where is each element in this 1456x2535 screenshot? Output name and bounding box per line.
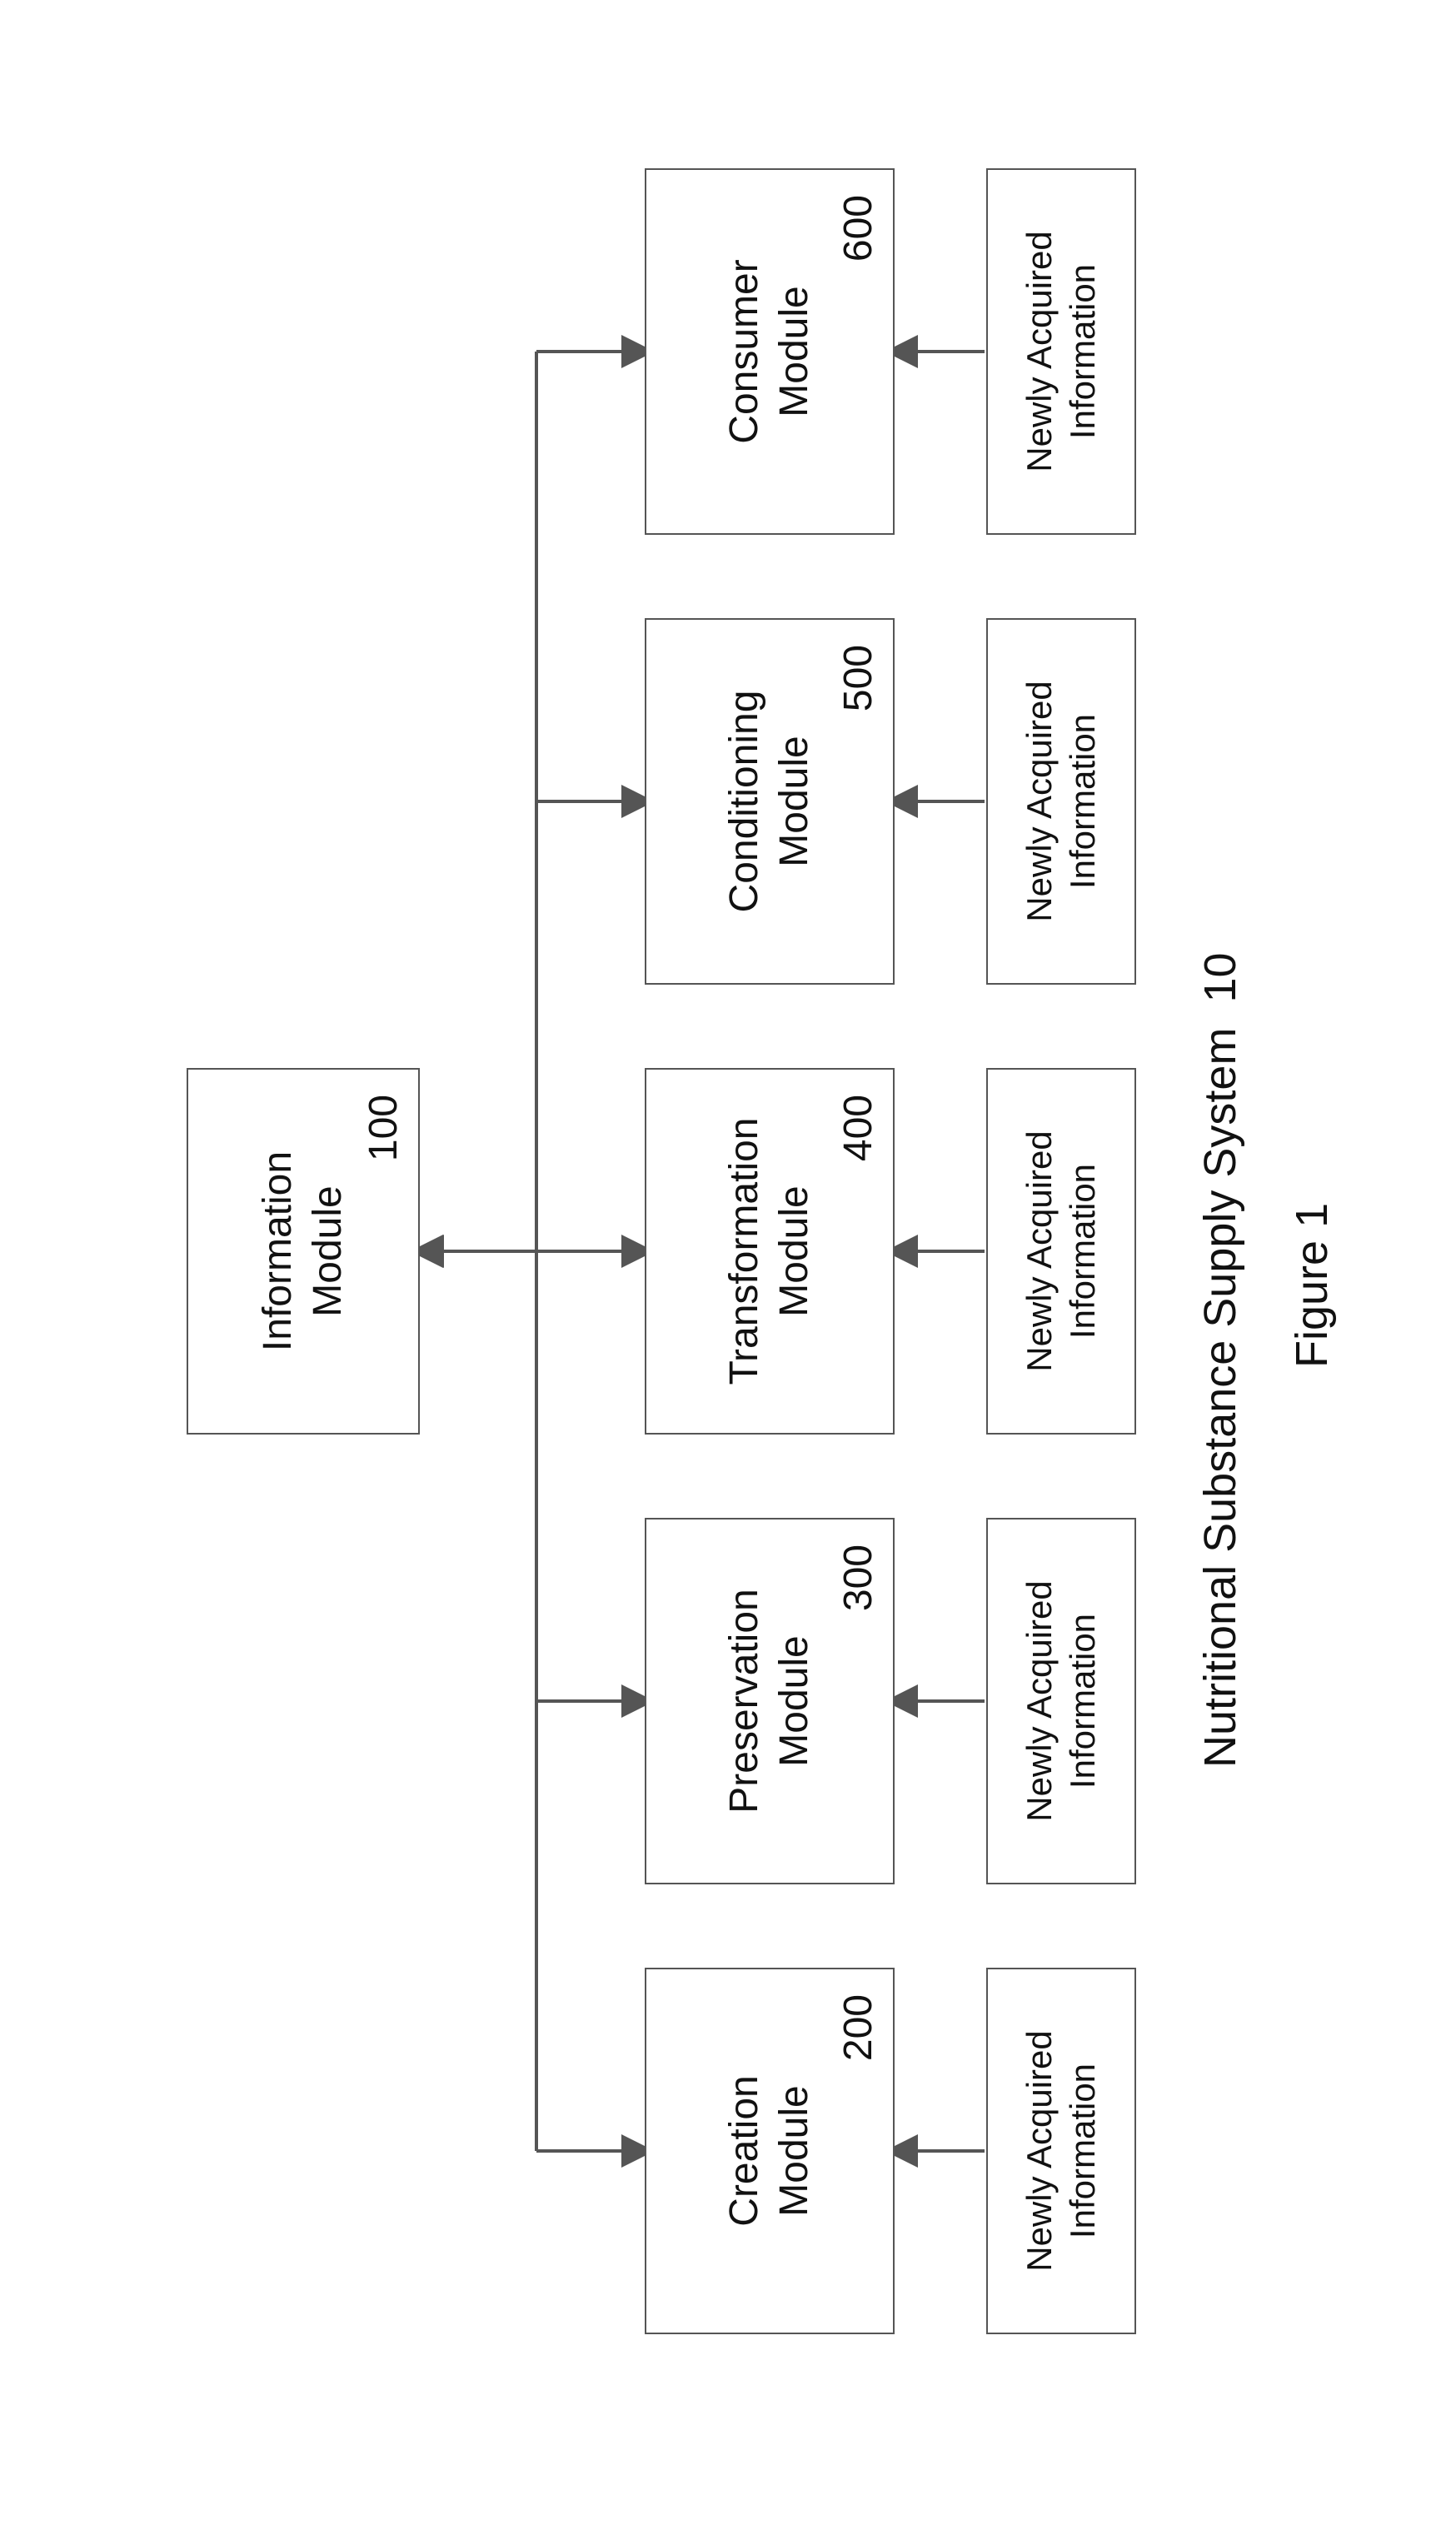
module-number: 400	[835, 1095, 881, 1161]
module-number: 500	[835, 645, 881, 711]
module-label: PreservationModule	[720, 1589, 820, 1813]
label-line: Module	[770, 2075, 820, 2226]
system-caption: Nutritional Substance Supply System 10	[1194, 952, 1246, 1768]
label-line: Module	[303, 1150, 353, 1350]
label-line: Newly Acquired	[1018, 231, 1062, 472]
input-box-3: Newly AcquiredInformation	[986, 618, 1136, 985]
label-line: Information	[1061, 681, 1105, 921]
label-line: Module	[770, 259, 820, 443]
input-label: Newly AcquiredInformation	[1018, 231, 1105, 472]
figure-label: Figure 1	[1286, 1202, 1338, 1367]
input-box-1: Newly AcquiredInformation	[986, 1518, 1136, 1884]
module-number: 300	[835, 1544, 881, 1611]
information-module-box: InformationModule100	[187, 1068, 420, 1435]
label-line: Module	[770, 690, 820, 912]
label-line: Transformation	[720, 1117, 770, 1385]
label-line: Preservation	[720, 1589, 770, 1813]
input-label: Newly AcquiredInformation	[1018, 2030, 1105, 2271]
module-box-0: CreationModule 200	[645, 1968, 895, 2334]
label-line: Creation	[720, 2075, 770, 2226]
input-label: Newly AcquiredInformation	[1018, 681, 1105, 921]
input-label: Newly AcquiredInformation	[1018, 1580, 1105, 1821]
module-box-1: PreservationModule 300	[645, 1518, 895, 1884]
label-line: Newly Acquired	[1018, 1130, 1062, 1371]
label-line: Information	[253, 1150, 303, 1350]
module-label: ConsumerModule	[720, 259, 820, 443]
module-number: 600	[835, 195, 881, 262]
caption-number: 10	[1195, 952, 1245, 1002]
label-line: Information	[1061, 1130, 1105, 1371]
module-box-2: TransformationModule 400	[645, 1068, 895, 1435]
input-label: Newly AcquiredInformation	[1018, 1130, 1105, 1371]
label-line: Information	[1061, 1580, 1105, 1821]
label-line: Newly Acquired	[1018, 681, 1062, 921]
module-label: CreationModule	[720, 2075, 820, 2226]
module-number: 200	[835, 1994, 881, 2061]
information-module-number: 100	[361, 1095, 406, 1161]
module-label: ConditioningModule	[720, 690, 820, 912]
label-line: Module	[770, 1117, 820, 1385]
input-box-0: Newly AcquiredInformation	[986, 1968, 1136, 2334]
label-line: Conditioning	[720, 690, 770, 912]
input-box-2: Newly AcquiredInformation	[986, 1068, 1136, 1435]
module-label: TransformationModule	[720, 1117, 820, 1385]
label-line: Module	[770, 1589, 820, 1813]
information-module-label: InformationModule	[253, 1150, 353, 1350]
input-box-4: Newly AcquiredInformation	[986, 168, 1136, 535]
label-line: Newly Acquired	[1018, 2030, 1062, 2271]
module-box-3: ConditioningModule 500	[645, 618, 895, 985]
label-line: Newly Acquired	[1018, 1580, 1062, 1821]
label-line: Consumer	[720, 259, 770, 443]
caption-text: Nutritional Substance Supply System	[1195, 1027, 1245, 1767]
module-box-4: ConsumerModule 600	[645, 168, 895, 535]
label-line: Information	[1061, 231, 1105, 472]
label-line: Information	[1061, 2030, 1105, 2271]
